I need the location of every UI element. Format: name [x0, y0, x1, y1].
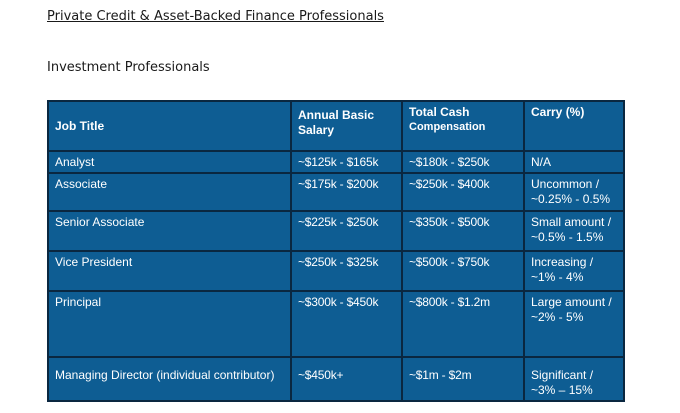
cell-cash: ~$180k - $250k — [401, 150, 525, 174]
header-annual-basic-salary: Annual Basic Salary — [290, 100, 403, 152]
header-annual-basic-line2: Salary — [298, 123, 335, 137]
cell-carry: Significant / ~3% – 15% — [523, 356, 625, 402]
cell-carry: N/A — [523, 150, 625, 174]
header-total-cash-line1: Total Cash — [409, 105, 470, 119]
header-job-title: Job Title — [47, 100, 292, 152]
cell-carry: Increasing / ~1% - 4% — [523, 250, 625, 292]
cell-carry: Large amount / ~2% - 5% — [523, 290, 625, 358]
cell-job-title: Senior Associate — [47, 210, 292, 252]
header-job-title-label: Job Title — [55, 118, 105, 133]
carry-line1: Significant / — [531, 368, 594, 382]
carry-line2: ~0.5% - 1.5% — [531, 230, 604, 244]
cell-salary: ~$300k - $450k — [290, 290, 403, 358]
salary-text: ~$250k - $325k — [298, 255, 379, 269]
job-title-text: Principal — [55, 295, 102, 309]
carry-line1: Uncommon / — [531, 177, 600, 191]
carry-line1: Increasing / — [531, 255, 594, 269]
cash-text: ~$500k - $750k — [409, 255, 490, 269]
cell-salary: ~$450k+ — [290, 356, 403, 402]
header-carry-label: Carry (%) — [531, 105, 585, 119]
cash-text: ~$250k - $400k — [409, 177, 490, 191]
cell-job-title: Principal — [47, 290, 292, 358]
job-title-text: Analyst — [55, 155, 95, 169]
document-title: Private Credit & Asset-Backed Finance Pr… — [47, 9, 384, 24]
salary-text: ~$450k+ — [298, 368, 344, 382]
table-row: Associate ~$175k - $200k ~$250k - $400k … — [47, 172, 625, 212]
header-total-cash-compensation: Total Cash Compensation — [401, 100, 525, 152]
carry-line2: ~1% - 4% — [531, 270, 584, 284]
carry-line2: ~3% – 15% — [531, 383, 593, 397]
header-carry: Carry (%) — [523, 100, 625, 152]
carry-line1: Large amount / — [531, 295, 612, 309]
cell-carry: Uncommon / ~0.25% - 0.5% — [523, 172, 625, 212]
cell-salary: ~$225k - $250k — [290, 210, 403, 252]
cell-carry: Small amount / ~0.5% - 1.5% — [523, 210, 625, 252]
cell-cash: ~$800k - $1.2m — [401, 290, 525, 358]
cell-cash: ~$500k - $750k — [401, 250, 525, 292]
cash-text: ~$350k - $500k — [409, 215, 490, 229]
salary-text: ~$225k - $250k — [298, 215, 379, 229]
cell-job-title: Managing Director (individual contributo… — [47, 356, 292, 402]
table-row: Managing Director (individual contributo… — [47, 356, 625, 402]
job-title-text: Senior Associate — [55, 215, 145, 229]
header-annual-basic-line1: Annual Basic — [298, 108, 375, 122]
cell-cash: ~$250k - $400k — [401, 172, 525, 212]
job-title-text: Managing Director (individual contributo… — [55, 368, 275, 382]
table-row: Principal ~$300k - $450k ~$800k - $1.2m … — [47, 290, 625, 358]
job-title-text: Associate — [55, 177, 108, 191]
cell-salary: ~$175k - $200k — [290, 172, 403, 212]
table-header-row: Job Title Annual Basic Salary Total Cash… — [47, 100, 625, 152]
header-total-cash-line2: Compensation — [409, 121, 486, 133]
cell-salary: ~$125k - $165k — [290, 150, 403, 174]
cell-job-title: Analyst — [47, 150, 292, 174]
cell-cash: ~$1m - $2m — [401, 356, 525, 402]
table-row: Analyst ~$125k - $165k ~$180k - $250k N/… — [47, 150, 625, 174]
cell-job-title: Associate — [47, 172, 292, 212]
salary-text: ~$125k - $165k — [298, 155, 379, 169]
job-title-text: Vice President — [55, 255, 133, 269]
carry-line2: ~0.25% - 0.5% — [531, 192, 611, 206]
carry-line2: ~2% - 5% — [531, 310, 584, 324]
cell-salary: ~$250k - $325k — [290, 250, 403, 292]
table-row: Senior Associate ~$225k - $250k ~$350k -… — [47, 210, 625, 252]
salary-text: ~$300k - $450k — [298, 295, 379, 309]
cash-text: ~$800k - $1.2m — [409, 295, 490, 309]
carry-line1: N/A — [531, 155, 552, 169]
table-row: Vice President ~$250k - $325k ~$500k - $… — [47, 250, 625, 292]
salary-text: ~$175k - $200k — [298, 177, 379, 191]
cash-text: ~$1m - $2m — [409, 368, 472, 382]
carry-line1: Small amount / — [531, 215, 612, 229]
cell-cash: ~$350k - $500k — [401, 210, 525, 252]
compensation-table: Job Title Annual Basic Salary Total Cash… — [47, 100, 625, 402]
cell-job-title: Vice President — [47, 250, 292, 292]
cash-text: ~$180k - $250k — [409, 155, 490, 169]
section-title: Investment Professionals — [47, 60, 210, 75]
